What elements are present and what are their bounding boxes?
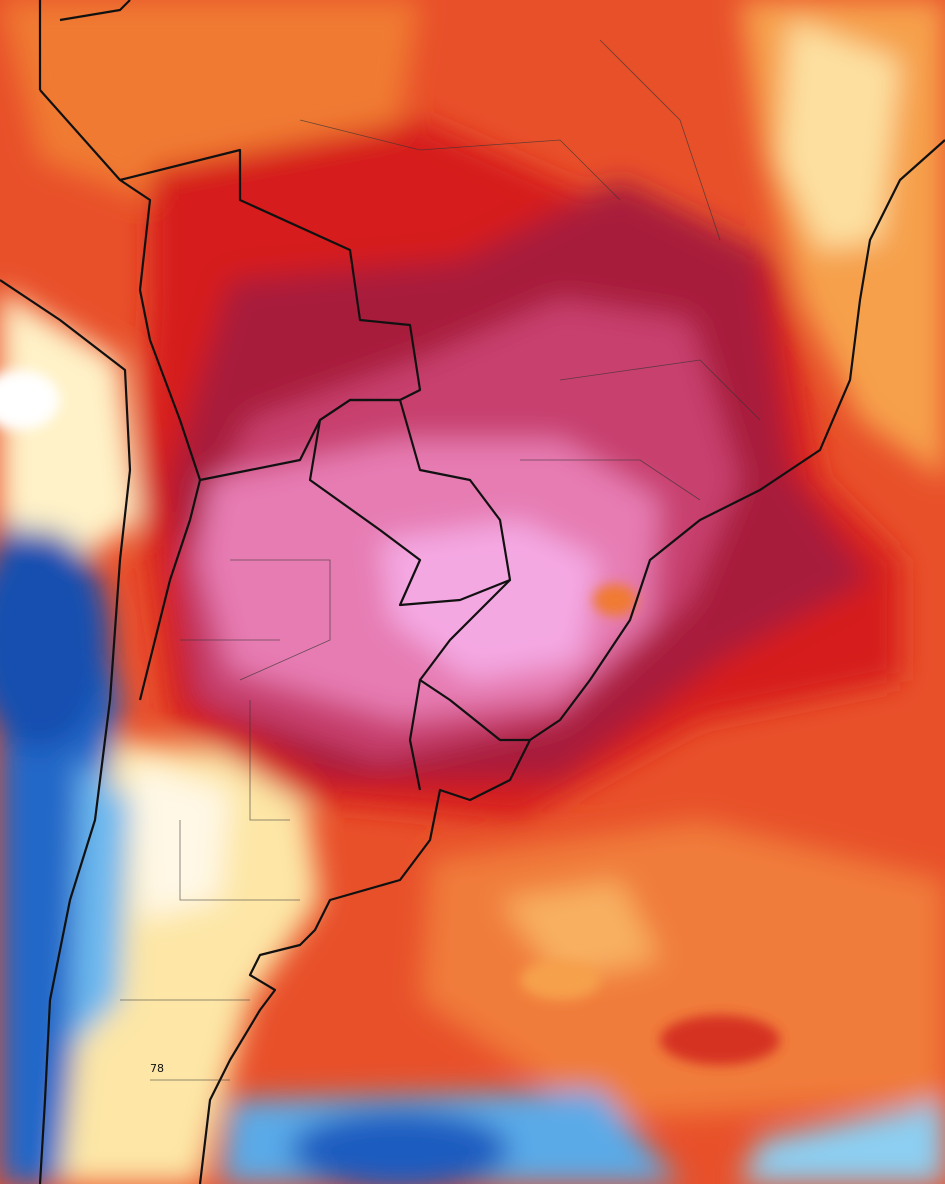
deep-blue-pacific [0, 530, 110, 750]
east-coast [198, 139, 945, 1184]
map-label: 78 [150, 1062, 164, 1075]
pale-pacific [0, 290, 140, 560]
red-patch [660, 1015, 780, 1065]
light-blue-coast [70, 760, 130, 1050]
state-lines [299, 39, 761, 501]
detail-patches [0, 370, 780, 1065]
blue-south [290, 1110, 510, 1184]
province-lines [120, 559, 331, 1081]
white-patch [0, 370, 60, 430]
orange-patch [520, 960, 600, 1000]
orange-spot [593, 584, 637, 616]
uruguay-border [419, 679, 530, 742]
peru-border [38, 0, 131, 90]
chile-argentina-border [138, 479, 202, 701]
light-blue-southeast [740, 1100, 945, 1184]
light-orange-ocean [500, 880, 660, 980]
yellow-northeast [780, 20, 900, 250]
west-coast [0, 279, 132, 1184]
